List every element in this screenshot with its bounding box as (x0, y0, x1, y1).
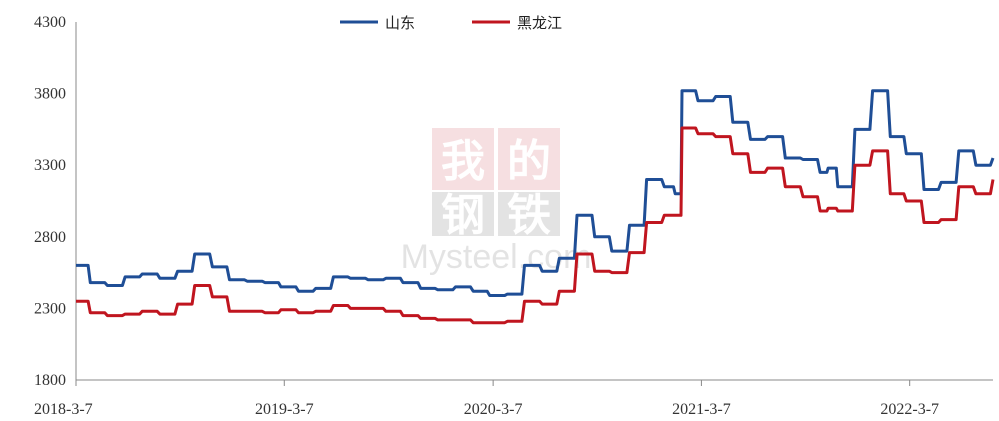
legend: 山东 黑龙江 (340, 14, 562, 32)
x-tick-label: 2020-3-7 (464, 401, 523, 418)
y-tick-label: 4300 (34, 14, 66, 31)
legend-label-heilongjiang: 黑龙江 (517, 14, 562, 32)
series-line-heilongjiang (76, 126, 995, 325)
watermark-char-4: 铁 (507, 190, 551, 241)
y-tick-label: 2800 (34, 229, 66, 246)
watermark-char-2: 的 (507, 136, 551, 187)
y-tick-label: 2300 (34, 300, 66, 317)
y-tick-label: 1800 (34, 372, 66, 389)
y-tick-label: 3300 (34, 157, 66, 174)
watermark-char-3: 钢 (441, 190, 485, 241)
x-tick-label: 2022-3-7 (880, 401, 939, 418)
y-tick-label: 3800 (34, 86, 66, 103)
x-tick-label: 2018-3-7 (34, 401, 93, 418)
watermark-char-1: 我 (441, 136, 485, 187)
legend-label-shandong: 山东 (385, 14, 415, 32)
x-tick-label: 2021-3-7 (672, 401, 731, 418)
series-line-shandong (76, 89, 995, 297)
mysteel-watermark: 我 的 钢 铁 Mysteel.com (401, 128, 591, 276)
x-tick-label: 2019-3-7 (255, 401, 314, 418)
